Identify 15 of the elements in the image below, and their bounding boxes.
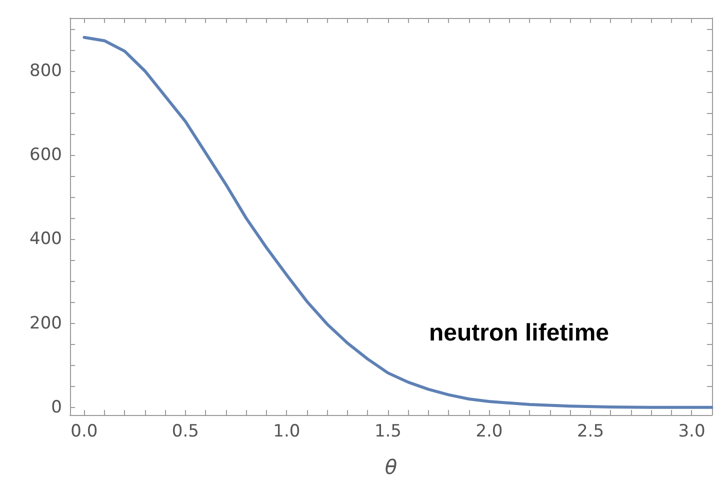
x-tick-label: 0.0: [70, 422, 98, 442]
x-tick-label: 2.0: [476, 422, 503, 442]
x-tick-label: 1.5: [374, 422, 402, 442]
y-tick-label: 200: [30, 313, 62, 334]
y-tick-label: 0: [51, 397, 62, 418]
y-tick-label: 400: [30, 229, 62, 250]
y-tick-label: 800: [30, 60, 62, 81]
x-axis-title: θ: [384, 455, 398, 479]
x-tick-label: 0.5: [172, 422, 199, 442]
x-tick-label: 1.0: [273, 422, 300, 442]
x-tick-label: 2.5: [576, 422, 604, 442]
x-tick-label: 3.0: [678, 422, 706, 442]
y-tick-label: 600: [30, 145, 62, 166]
annotation: neutron lifetime: [429, 320, 610, 346]
line-series: [82, 36, 713, 409]
